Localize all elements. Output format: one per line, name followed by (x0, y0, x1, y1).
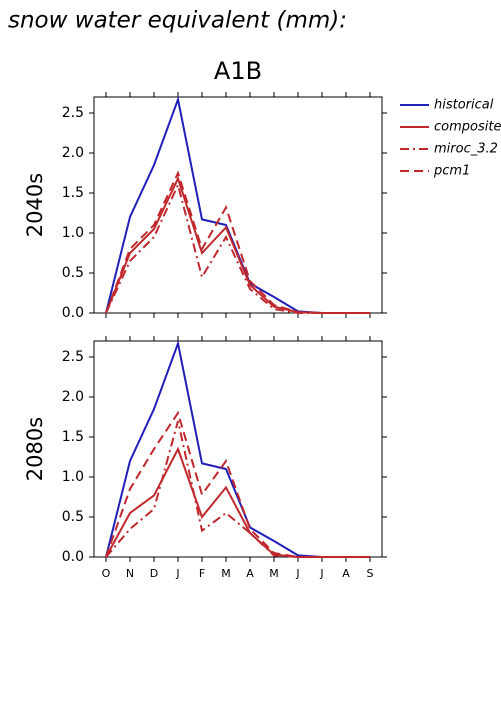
legend-label: historical (434, 98, 494, 113)
y-tick-label: 0.0 (62, 549, 84, 565)
x-tick-label: M (221, 567, 231, 580)
series-line (105, 410, 370, 558)
x-tick-label: N (126, 567, 134, 580)
chart-subtitle: A1B (214, 57, 262, 85)
x-tick-label: D (150, 567, 158, 580)
plot-frame (93, 340, 383, 558)
x-tick-label: A (246, 567, 254, 580)
x-tick-label: M (269, 567, 279, 580)
y-axis-label: 2080s (23, 417, 47, 481)
series-line (105, 95, 370, 314)
y-tick-label: 0.5 (62, 265, 84, 281)
y-tick-label: 0.0 (62, 305, 84, 321)
y-tick-label: 0.5 (62, 509, 84, 525)
series-line (105, 170, 370, 314)
y-tick-label: 2.0 (62, 389, 84, 405)
plot-frame (93, 96, 383, 314)
x-tick-label: S (367, 567, 374, 580)
series-line (105, 182, 370, 314)
legend-label: composite (434, 120, 501, 135)
x-tick-label: F (199, 567, 205, 580)
series-line (105, 339, 370, 558)
y-tick-label: 2.5 (62, 105, 84, 121)
y-tick-label: 2.0 (62, 145, 84, 161)
chart-title: snow water equivalent (mm): (8, 8, 347, 34)
y-tick-label: 1.0 (62, 225, 84, 241)
y-tick-label: 1.5 (62, 185, 84, 201)
x-tick-label: O (102, 567, 111, 580)
x-tick-label: A (342, 567, 350, 580)
series-line (105, 420, 370, 558)
legend-label: pcm1 (433, 164, 470, 179)
y-tick-label: 1.5 (62, 429, 84, 445)
y-axis-label: 2040s (23, 173, 47, 237)
y-tick-label: 1.0 (62, 469, 84, 485)
legend-label: miroc_3.2 (434, 142, 498, 157)
x-tick-label: J (295, 567, 299, 580)
x-tick-label: J (319, 567, 323, 580)
x-tick-label: J (175, 567, 179, 580)
y-tick-label: 2.5 (62, 349, 84, 365)
series-line (105, 446, 370, 558)
